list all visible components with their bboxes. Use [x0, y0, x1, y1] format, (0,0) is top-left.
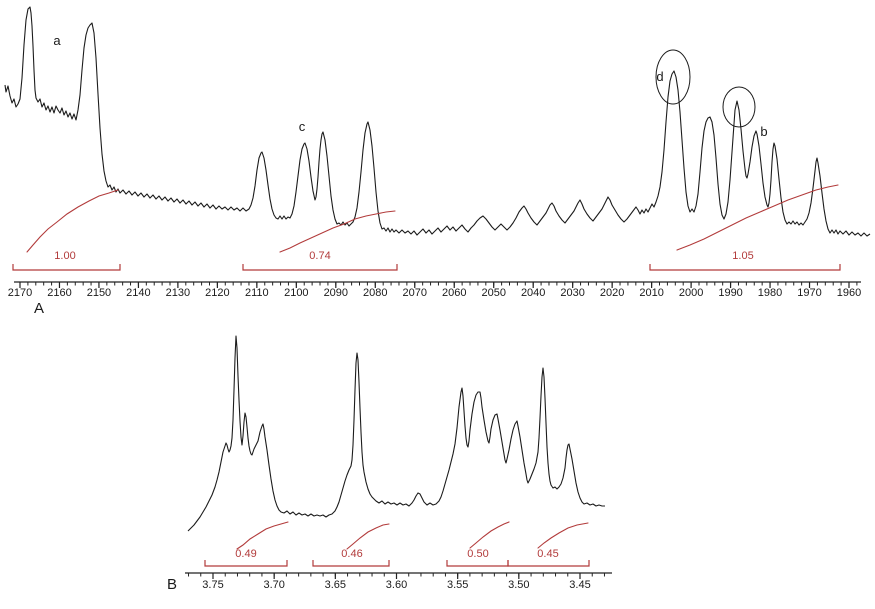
peak-label-a: a [53, 33, 61, 48]
integral-value-label-B-4: 0.45 [537, 548, 558, 560]
x-axis-tick-label-A: 2160 [47, 287, 71, 299]
x-axis-tick-label-B: 3.55 [447, 579, 468, 591]
integral-bracket-B-3 [446, 560, 509, 567]
x-axis-tick-label-B: 3.65 [325, 579, 346, 591]
peak-circle-A-2 [722, 86, 756, 128]
x-axis-tick-label-A: 1990 [718, 287, 742, 299]
x-axis-tick-label-A: 2130 [166, 287, 190, 299]
peak-label-d: d [656, 69, 663, 84]
spectrum-trace-A [4, 6, 871, 237]
integral-curve-B-2 [346, 523, 390, 550]
spectrum-trace-B [187, 335, 605, 532]
integral-bracket-A-3 [649, 264, 841, 271]
x-axis-tick-label-A: 2170 [8, 287, 32, 299]
integral-bracket-A-2 [242, 264, 398, 271]
integral-value-label-B-2: 0.46 [341, 548, 362, 560]
x-axis-tick-label-B: 3.50 [508, 579, 529, 591]
x-axis-tick-label-A: 2090 [324, 287, 348, 299]
integral-value-label-A-2: 0.74 [309, 250, 330, 262]
integral-bracket-B-4 [507, 560, 590, 567]
x-axis-tick-label-A: 2100 [284, 287, 308, 299]
integral-curve-A-2 [279, 210, 396, 253]
x-axis-tick-label-A: 2000 [679, 287, 703, 299]
x-axis-tick-label-A: 2050 [481, 287, 505, 299]
x-axis-tick-label-A: 2060 [442, 287, 466, 299]
x-axis-tick-label-A: 2120 [205, 287, 229, 299]
x-axis-tick-label-A: 2030 [560, 287, 584, 299]
integral-value-label-B-1: 0.49 [235, 548, 256, 560]
integral-curve-B-1 [236, 521, 289, 550]
x-axis-tick-label-A: 2070 [403, 287, 427, 299]
x-axis-tick-label-A: 1960 [837, 287, 861, 299]
integral-value-label-B-3: 0.50 [467, 548, 488, 560]
x-axis-tick-label-A: 2010 [639, 287, 663, 299]
x-axis-tick-label-A: 2020 [600, 287, 624, 299]
x-axis-tick-label-A: 2080 [363, 287, 387, 299]
integral-bracket-A-1 [12, 264, 121, 271]
x-axis-tick-label-A: 1980 [758, 287, 782, 299]
x-axis-tick-label-A: 2150 [87, 287, 111, 299]
panel-label-A: A [34, 300, 44, 317]
integral-value-label-A-3: 1.05 [732, 250, 753, 262]
integral-curve-A-3 [676, 184, 839, 251]
integral-curve-B-3 [469, 521, 510, 549]
x-axis-tick-label-A: 2110 [245, 287, 269, 299]
peak-label-b: b [760, 124, 767, 139]
peak-label-c: c [299, 119, 306, 134]
integral-curve-B-4 [537, 522, 589, 549]
peak-circle-A-1 [655, 49, 691, 105]
x-axis-tick-label-A: 2140 [126, 287, 150, 299]
x-axis-tick-label-B: 3.60 [386, 579, 407, 591]
integral-value-label-A-1: 1.00 [54, 250, 75, 262]
x-axis-tick-label-B: 3.70 [263, 579, 284, 591]
integral-bracket-B-1 [204, 560, 288, 567]
x-axis-tick-label-A: 2040 [521, 287, 545, 299]
integral-curve-A-1 [26, 189, 119, 253]
panel-label-B: B [167, 576, 177, 593]
x-axis-tick-label-A: 1970 [797, 287, 821, 299]
integral-bracket-B-2 [312, 560, 390, 567]
x-axis-tick-label-B: 3.75 [202, 579, 223, 591]
x-axis-tick-label-B: 3.45 [569, 579, 590, 591]
